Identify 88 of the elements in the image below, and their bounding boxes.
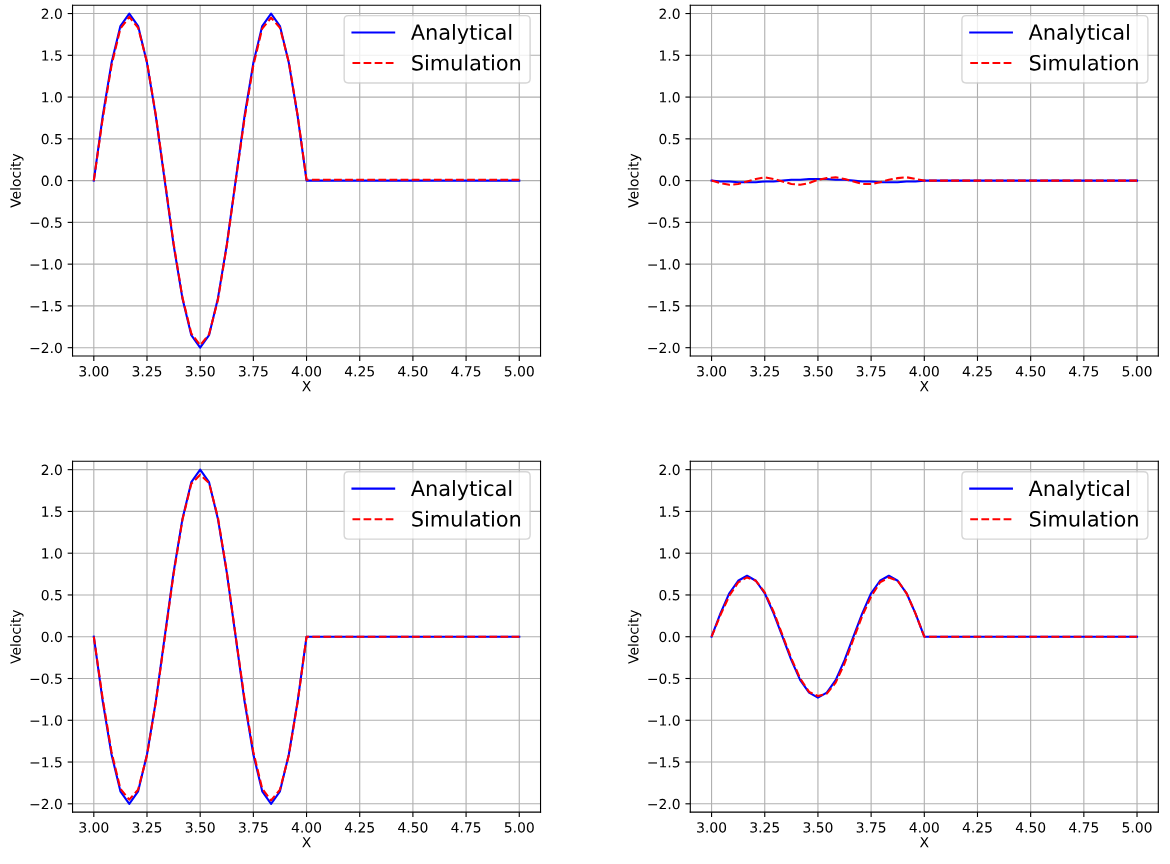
legend-label: Simulation <box>412 54 521 71</box>
y-axis-title: Velocity <box>627 153 642 208</box>
y-tick-label: −1.0 <box>30 259 62 270</box>
y-tick-label: −0.5 <box>30 217 62 228</box>
x-tick-label: 4.25 <box>962 366 992 377</box>
x-tick-label: 4.50 <box>398 366 428 377</box>
x-tick-label: 3.00 <box>79 822 109 833</box>
y-tick-label: 1.5 <box>42 506 62 517</box>
x-tick-label: 3.50 <box>803 366 833 377</box>
x-axis-title: X <box>302 381 311 392</box>
x-tick-label: 5.00 <box>504 366 534 377</box>
x-tick-label: 3.50 <box>803 822 833 833</box>
x-tick-label: 3.75 <box>238 366 268 377</box>
x-tick-label: 3.25 <box>132 822 162 833</box>
legend-label: Analytical <box>1028 23 1129 45</box>
y-tick-label: 2.0 <box>659 464 680 476</box>
y-tick-label: 0.0 <box>659 631 680 643</box>
x-axis-title: X <box>302 837 311 848</box>
y-tick-label: 0.0 <box>659 175 680 187</box>
y-tick-label: −1.5 <box>30 757 62 768</box>
y-tick-label: −1.5 <box>30 301 62 312</box>
y-tick-label: −2.0 <box>30 342 62 354</box>
x-tick-label: 5.00 <box>1122 822 1152 833</box>
x-tick-label: 4.25 <box>344 822 374 833</box>
y-tick-label: 2.0 <box>659 8 680 20</box>
legend-label: Simulation <box>1029 510 1138 527</box>
y-tick-label: 1.0 <box>660 92 680 103</box>
y-tick-label: −1.0 <box>648 715 680 726</box>
y-tick-label: 0.5 <box>659 133 680 145</box>
y-tick-label: −1.5 <box>648 757 680 768</box>
x-tick-label: 4.75 <box>1069 366 1099 377</box>
y-tick-label: −2.0 <box>30 798 62 810</box>
x-tick-label: 5.00 <box>504 822 534 833</box>
y-tick-label: −1.5 <box>648 301 680 312</box>
x-tick-label: 4.25 <box>344 366 374 377</box>
y-tick-label: −0.5 <box>648 217 680 228</box>
x-tick-label: 3.50 <box>185 366 215 377</box>
x-tick-label: 4.00 <box>291 366 322 377</box>
y-tick-label: −1.0 <box>648 259 680 270</box>
y-tick-label: 2.0 <box>41 464 62 476</box>
y-tick-label: 0.5 <box>41 589 62 601</box>
x-axis-title: X <box>919 837 929 848</box>
y-tick-label: −0.5 <box>30 673 62 684</box>
y-tick-label: −2.0 <box>648 798 680 810</box>
x-tick-label: 3.75 <box>856 366 886 377</box>
x-tick-label: 4.00 <box>291 822 322 833</box>
y-tick-label: 0.5 <box>41 133 62 145</box>
x-tick-label: 4.50 <box>398 822 428 833</box>
legend-label: Analytical <box>410 480 512 501</box>
x-tick-label: 4.75 <box>451 366 481 377</box>
x-tick-label: 4.50 <box>1015 822 1046 833</box>
x-tick-label: 3.00 <box>697 366 727 377</box>
y-tick-label: −2.0 <box>648 342 680 354</box>
x-tick-label: 4.00 <box>909 366 939 377</box>
x-tick-label: 4.75 <box>1069 822 1099 833</box>
x-tick-label: 3.00 <box>79 366 109 377</box>
x-tick-label: 3.25 <box>750 366 779 377</box>
y-tick-label: 0.5 <box>659 589 680 601</box>
y-axis-title: Velocity <box>10 609 24 664</box>
y-tick-label: −0.5 <box>648 673 680 684</box>
y-tick-label: 1.5 <box>660 50 680 61</box>
y-tick-label: 1.5 <box>42 50 62 61</box>
y-axis-title: Velocity <box>627 609 642 664</box>
x-tick-label: 4.25 <box>962 822 992 833</box>
legend-label: Simulation <box>1029 54 1138 71</box>
y-tick-label: 1.0 <box>660 548 680 559</box>
y-tick-label: 2.0 <box>41 8 62 20</box>
x-tick-label: 3.25 <box>132 366 162 377</box>
x-tick-label: 3.50 <box>185 822 215 833</box>
x-tick-label: 3.25 <box>750 822 779 833</box>
x-tick-label: 4.00 <box>909 822 939 833</box>
y-tick-label: 0.0 <box>41 175 62 187</box>
legend-label: Simulation <box>412 510 521 527</box>
y-axis-title: Velocity <box>10 153 24 208</box>
legend-label: Analytical <box>410 23 512 45</box>
legend-label: Analytical <box>1028 480 1129 501</box>
x-axis-title: X <box>919 381 929 392</box>
y-tick-label: 1.0 <box>42 548 62 559</box>
x-tick-label: 5.00 <box>1122 366 1152 377</box>
y-tick-label: −1.0 <box>30 715 62 726</box>
x-tick-label: 3.75 <box>238 822 268 833</box>
y-tick-label: 1.5 <box>660 506 680 517</box>
x-tick-label: 3.75 <box>856 822 886 833</box>
y-tick-label: 1.0 <box>42 92 62 103</box>
y-tick-label: 0.0 <box>41 631 62 643</box>
x-tick-label: 3.00 <box>697 822 727 833</box>
x-tick-label: 4.50 <box>1015 366 1046 377</box>
x-tick-label: 4.75 <box>451 822 481 833</box>
